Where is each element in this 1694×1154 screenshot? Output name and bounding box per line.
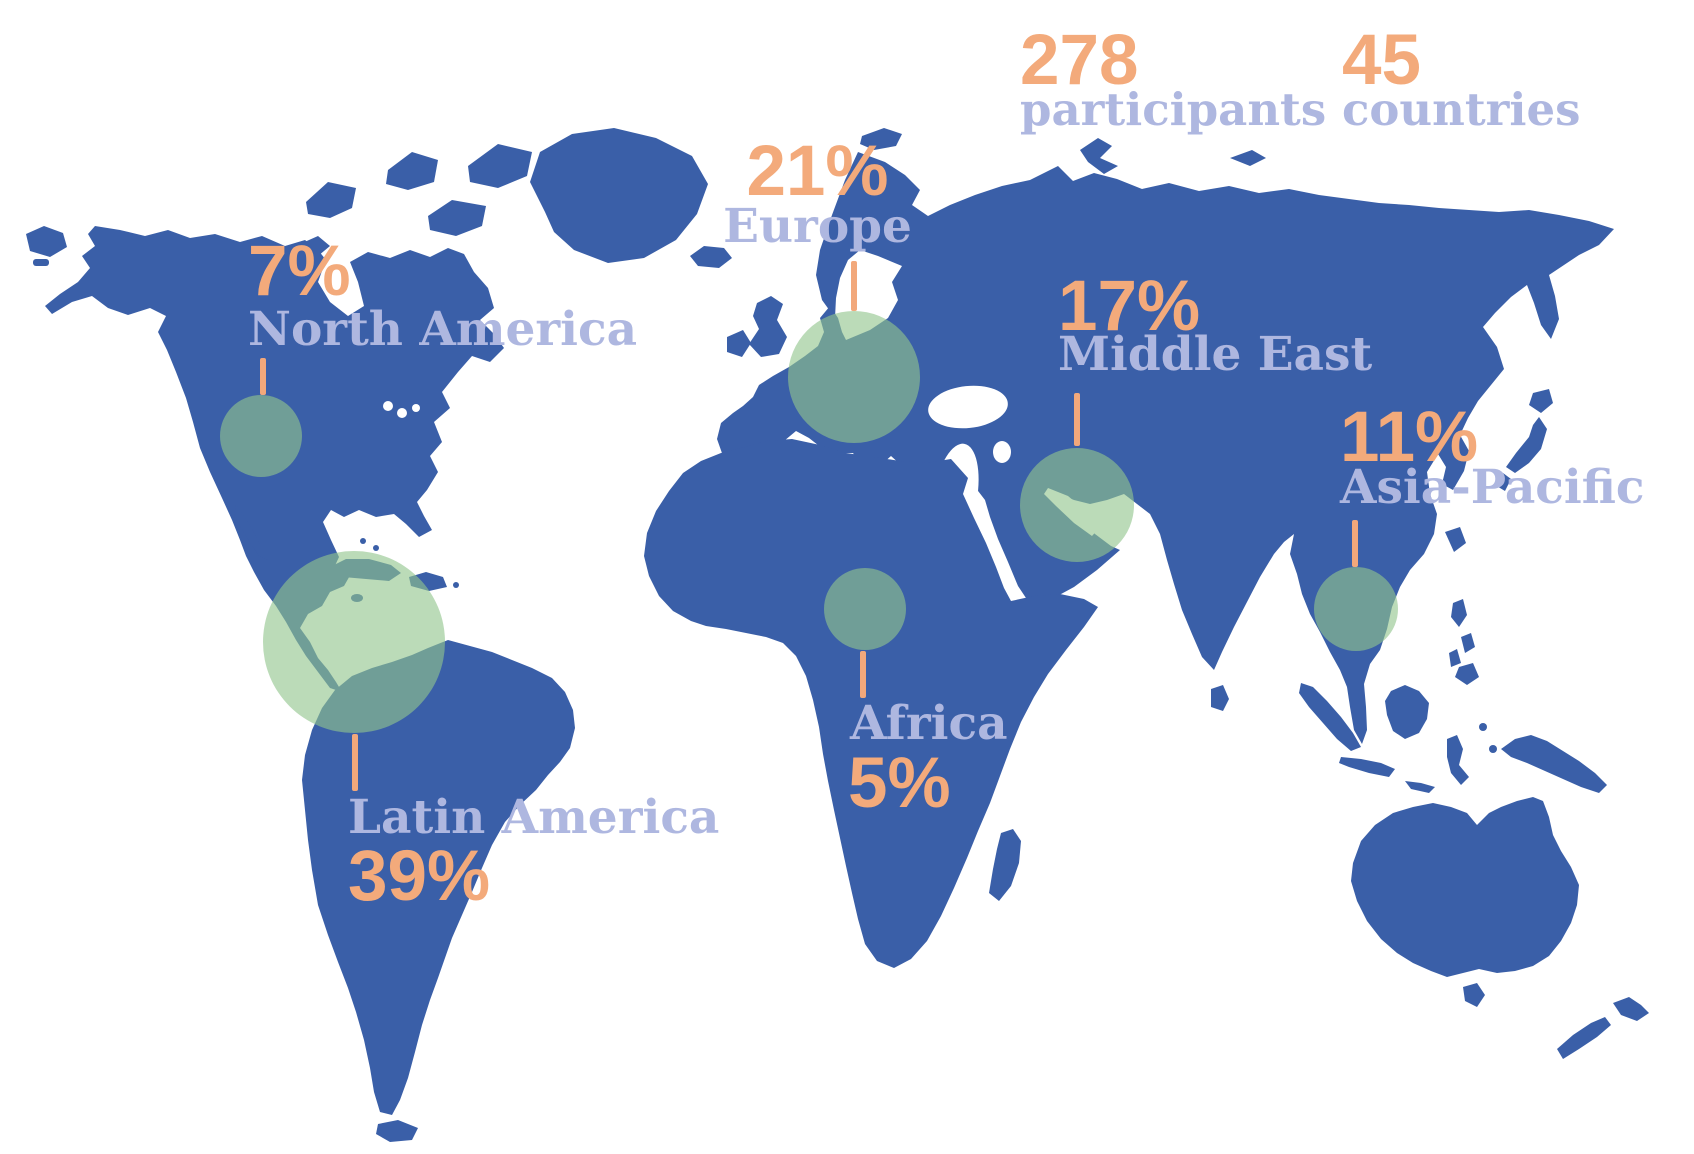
participants-count: 278 — [1020, 21, 1139, 100]
landmass-australia-nz — [1351, 797, 1649, 1059]
landmass-japan — [1495, 389, 1553, 491]
bubble-middle-east — [1020, 448, 1134, 562]
landmass-greenland-iceland — [530, 128, 732, 268]
landmass-south-asia-islands — [1211, 527, 1466, 711]
countries-label: countries — [1342, 83, 1581, 136]
connector-africa — [860, 651, 866, 698]
connector-europe — [851, 261, 857, 311]
landmass-philippines — [1449, 599, 1479, 685]
bubble-north-america — [220, 395, 302, 477]
landmass-indonesia-new-guinea — [1299, 683, 1607, 793]
pct-middle-east: 17% — [1058, 267, 1201, 346]
label-asia-pacific: Asia-Pacific — [1340, 460, 1645, 515]
label-middle-east: Middle East — [1058, 327, 1373, 382]
label-latin-america: Latin America — [348, 790, 720, 845]
pct-africa: 5% — [848, 744, 951, 823]
landmass-south-america — [302, 640, 575, 1142]
label-africa: Africa — [850, 696, 1008, 751]
bubble-europe — [788, 311, 920, 443]
countries-count: 45 — [1342, 21, 1421, 100]
bubble-latin-america — [263, 551, 445, 733]
pct-asia-pacific: 11% — [1340, 398, 1479, 477]
pct-latin-america: 39% — [348, 837, 491, 916]
connector-middle-east — [1074, 393, 1080, 446]
pct-europe: 21% — [746, 132, 889, 211]
bubble-asia-pacific — [1314, 567, 1398, 651]
connector-north-america — [260, 358, 266, 395]
participants-label: participants — [1020, 83, 1327, 136]
pct-north-america: 7% — [248, 232, 351, 311]
label-north-america: North America — [248, 302, 638, 357]
landmass-africa — [644, 439, 1098, 968]
connector-latin-america — [352, 734, 358, 791]
label-europe: Europe — [723, 199, 912, 254]
bubble-africa — [824, 568, 906, 650]
connector-asia-pacific — [1352, 520, 1358, 567]
landmass-british-isles — [727, 296, 787, 357]
